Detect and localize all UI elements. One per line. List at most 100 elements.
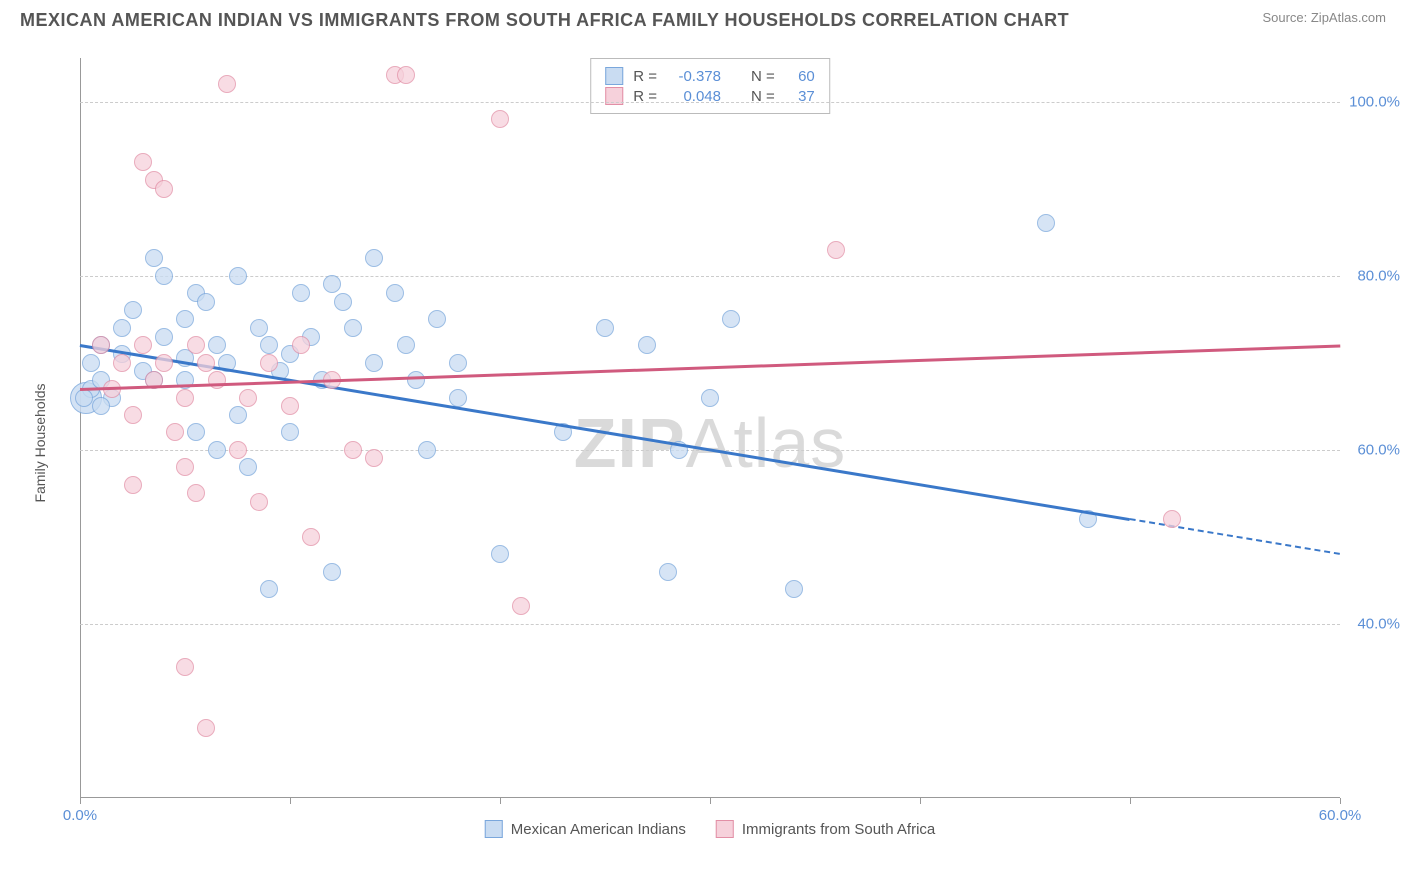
scatter-point [638,336,656,354]
scatter-point [155,328,173,346]
scatter-point [344,319,362,337]
scatter-point [250,493,268,511]
scatter-point [82,354,100,372]
scatter-point [229,406,247,424]
grid-line [80,276,1340,277]
legend-swatch-1 [605,67,623,85]
scatter-plot: ZIPAtlas R = -0.378 N = 60 R = 0.048 N =… [80,58,1340,828]
scatter-point [197,293,215,311]
scatter-point [229,441,247,459]
scatter-point [323,275,341,293]
scatter-point [92,397,110,415]
scatter-point [449,354,467,372]
scatter-point [197,719,215,737]
chart-title: MEXICAN AMERICAN INDIAN VS IMMIGRANTS FR… [20,10,1069,31]
scatter-point [176,310,194,328]
source-prefix: Source: [1262,10,1310,25]
x-tick-label: 60.0% [1319,807,1362,824]
scatter-point [365,354,383,372]
scatter-point [124,406,142,424]
grid-line [80,102,1340,103]
scatter-point [281,423,299,441]
watermark: ZIPAtlas [574,403,847,483]
legend-item-2: Immigrants from South Africa [716,820,935,838]
source-link[interactable]: ZipAtlas.com [1311,10,1386,25]
scatter-point [155,180,173,198]
scatter-point [292,284,310,302]
x-tick [710,798,711,804]
scatter-point [407,371,425,389]
scatter-point [75,389,93,407]
scatter-point [145,249,163,267]
scatter-point [302,528,320,546]
x-tick [500,798,501,804]
x-tick [80,798,81,804]
scatter-point [1037,214,1055,232]
scatter-point [187,423,205,441]
scatter-point [365,249,383,267]
scatter-point [134,336,152,354]
scatter-point [155,267,173,285]
scatter-point [260,580,278,598]
scatter-point [722,310,740,328]
scatter-point [197,354,215,372]
scatter-point [218,75,236,93]
scatter-point [92,336,110,354]
scatter-point [323,563,341,581]
scatter-point [292,336,310,354]
scatter-point [260,354,278,372]
scatter-point [239,389,257,407]
scatter-point [239,458,257,476]
y-tick-label: 100.0% [1349,93,1400,110]
r-label: R = [633,68,657,85]
scatter-point [281,397,299,415]
scatter-point [176,458,194,476]
x-tick [1130,798,1131,804]
scatter-point [187,484,205,502]
scatter-point [124,476,142,494]
scatter-point [659,563,677,581]
scatter-point [260,336,278,354]
scatter-point [208,371,226,389]
scatter-point [418,441,436,459]
scatter-point [208,336,226,354]
scatter-point [176,389,194,407]
scatter-point [113,354,131,372]
scatter-point [250,319,268,337]
scatter-point [701,389,719,407]
scatter-point [208,441,226,459]
scatter-point [176,658,194,676]
chart-area: Family Households ZIPAtlas R = -0.378 N … [50,58,1340,828]
x-tick [1340,798,1341,804]
scatter-point [397,336,415,354]
scatter-point [827,241,845,259]
scatter-point [155,354,173,372]
scatter-point [491,545,509,563]
scatter-point [124,301,142,319]
scatter-point [428,310,446,328]
grid-line [80,624,1340,625]
y-tick-label: 40.0% [1357,615,1400,632]
legend-label-2: Immigrants from South Africa [742,821,935,838]
scatter-point [134,153,152,171]
scatter-point [334,293,352,311]
y-axis-line [80,58,81,798]
y-axis-label: Family Households [32,383,48,502]
legend-swatch-4 [716,820,734,838]
legend-series: Mexican American Indians Immigrants from… [485,820,936,838]
scatter-point [785,580,803,598]
legend-item-1: Mexican American Indians [485,820,686,838]
scatter-point [397,66,415,84]
x-tick [290,798,291,804]
legend-row-series-1: R = -0.378 N = 60 [605,67,815,85]
scatter-point [596,319,614,337]
y-tick-label: 60.0% [1357,441,1400,458]
n-value-1: 60 [785,68,815,85]
scatter-point [365,449,383,467]
scatter-point [491,110,509,128]
scatter-point [229,267,247,285]
source-attribution: Source: ZipAtlas.com [1262,10,1386,25]
legend-correlation: R = -0.378 N = 60 R = 0.048 N = 37 [590,58,830,114]
y-tick-label: 80.0% [1357,267,1400,284]
scatter-point [187,336,205,354]
